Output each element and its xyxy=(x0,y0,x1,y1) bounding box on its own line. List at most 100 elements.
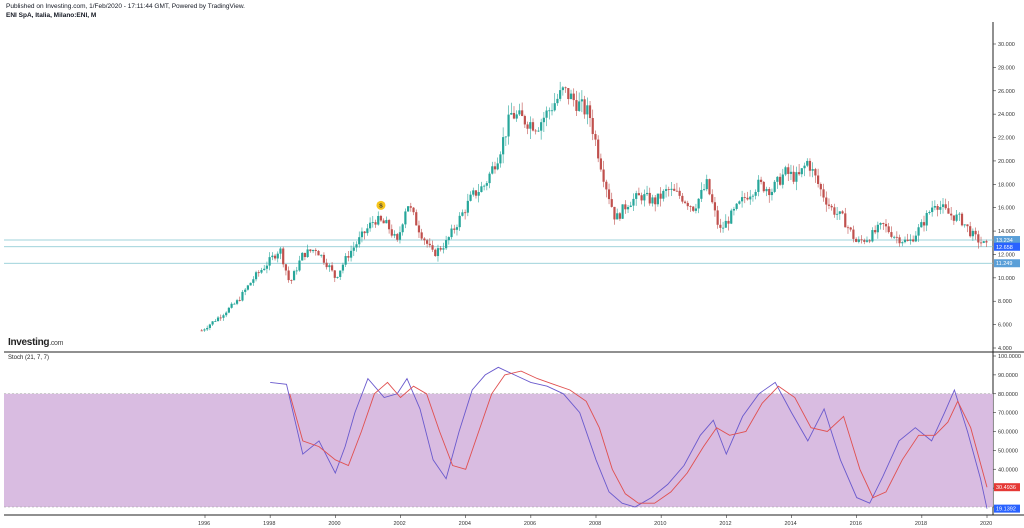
candle-body xyxy=(941,204,945,207)
candle-body xyxy=(483,185,486,187)
candle-body xyxy=(431,245,434,250)
candle-body xyxy=(390,229,393,236)
candle-body xyxy=(279,248,282,254)
candle-body xyxy=(249,282,252,286)
candle-body xyxy=(268,257,271,266)
candle-body xyxy=(515,114,518,119)
candle-body xyxy=(702,189,706,190)
candle-body xyxy=(371,222,374,223)
candle-body xyxy=(773,181,776,192)
price-tick-label: 30.000 xyxy=(998,42,1015,48)
candle-body xyxy=(917,227,920,236)
candle-body xyxy=(906,239,909,241)
candle-body xyxy=(678,190,681,196)
candle-body xyxy=(977,234,980,243)
candle-body xyxy=(396,234,399,240)
candle-body xyxy=(863,240,866,242)
candle-body xyxy=(464,212,467,214)
candle-body xyxy=(664,189,668,191)
candle-body xyxy=(575,100,578,111)
candle-body xyxy=(874,230,877,233)
candle-body xyxy=(626,206,630,210)
candle-body xyxy=(613,206,616,220)
candle-body xyxy=(635,193,638,199)
candle-body xyxy=(711,194,714,203)
candle-body xyxy=(572,93,575,101)
candle-body xyxy=(491,166,494,174)
candle-body xyxy=(298,260,301,271)
candle-body xyxy=(591,118,594,135)
candle-body xyxy=(469,194,472,201)
candle-body xyxy=(901,242,904,244)
candle-body xyxy=(409,206,412,208)
candle-body xyxy=(928,212,931,214)
candle-body xyxy=(939,206,942,210)
candle-body xyxy=(876,224,879,233)
candle-body xyxy=(909,239,912,241)
candle-body xyxy=(252,279,255,283)
candle-body xyxy=(244,289,247,292)
candle-body xyxy=(686,202,689,207)
candle-body xyxy=(366,228,369,234)
candle-body xyxy=(732,208,736,211)
candle-body xyxy=(488,173,491,184)
stoch-label: Stoch (21, 7, 7) xyxy=(8,355,50,361)
candle-body xyxy=(254,272,258,280)
price-tick-label: 26.000 xyxy=(998,89,1015,95)
time-tick-label: 2014 xyxy=(785,521,797,527)
candle-body xyxy=(697,198,700,209)
candle-body xyxy=(746,197,749,200)
candle-body xyxy=(211,321,214,325)
candle-body xyxy=(830,205,833,208)
candle-body xyxy=(352,247,355,251)
candle-body xyxy=(529,122,532,129)
candle-body xyxy=(974,230,977,235)
candle-body xyxy=(868,240,871,242)
candle-body xyxy=(287,270,290,281)
candle-body xyxy=(225,312,228,316)
stoch-band xyxy=(4,393,993,507)
candle-body xyxy=(912,239,915,242)
candle-body xyxy=(727,220,730,224)
candle-body xyxy=(982,241,985,243)
candle-body xyxy=(542,117,545,123)
candle-body xyxy=(759,179,763,182)
candle-body xyxy=(480,186,483,193)
candle-body xyxy=(420,232,423,239)
candle-body xyxy=(730,210,733,224)
candle-body xyxy=(882,222,885,224)
candle-body xyxy=(789,171,793,174)
candle-body xyxy=(971,230,974,237)
candle-body xyxy=(950,213,953,216)
candle-body xyxy=(852,229,855,239)
candle-body xyxy=(311,249,315,252)
price-level-badge xyxy=(994,242,1020,251)
price-level-badge xyxy=(994,236,1020,245)
candle-body xyxy=(857,239,860,242)
candle-body xyxy=(605,181,608,190)
candle-body xyxy=(328,265,331,268)
candle-body xyxy=(806,160,809,166)
candle-body xyxy=(776,176,779,182)
candle-body xyxy=(708,179,711,195)
candle-body xyxy=(246,285,250,290)
candle-body xyxy=(415,212,418,226)
candle-body xyxy=(295,270,298,272)
candle-body xyxy=(784,167,787,175)
candle-body xyxy=(922,222,926,226)
candle-body xyxy=(564,87,567,89)
candle-body xyxy=(227,307,230,313)
candle-body xyxy=(768,188,771,196)
candle-body xyxy=(349,250,353,258)
candle-body xyxy=(822,189,825,198)
candle-body xyxy=(447,237,450,241)
candle-body xyxy=(955,214,958,221)
candle-body xyxy=(344,256,347,265)
candle-body xyxy=(588,105,592,119)
stoch-value-label: 30.4936 xyxy=(996,485,1016,491)
candle-body xyxy=(306,249,309,258)
stoch-value-badge xyxy=(994,504,1020,513)
candle-body xyxy=(960,213,964,226)
candle-body xyxy=(887,226,890,233)
